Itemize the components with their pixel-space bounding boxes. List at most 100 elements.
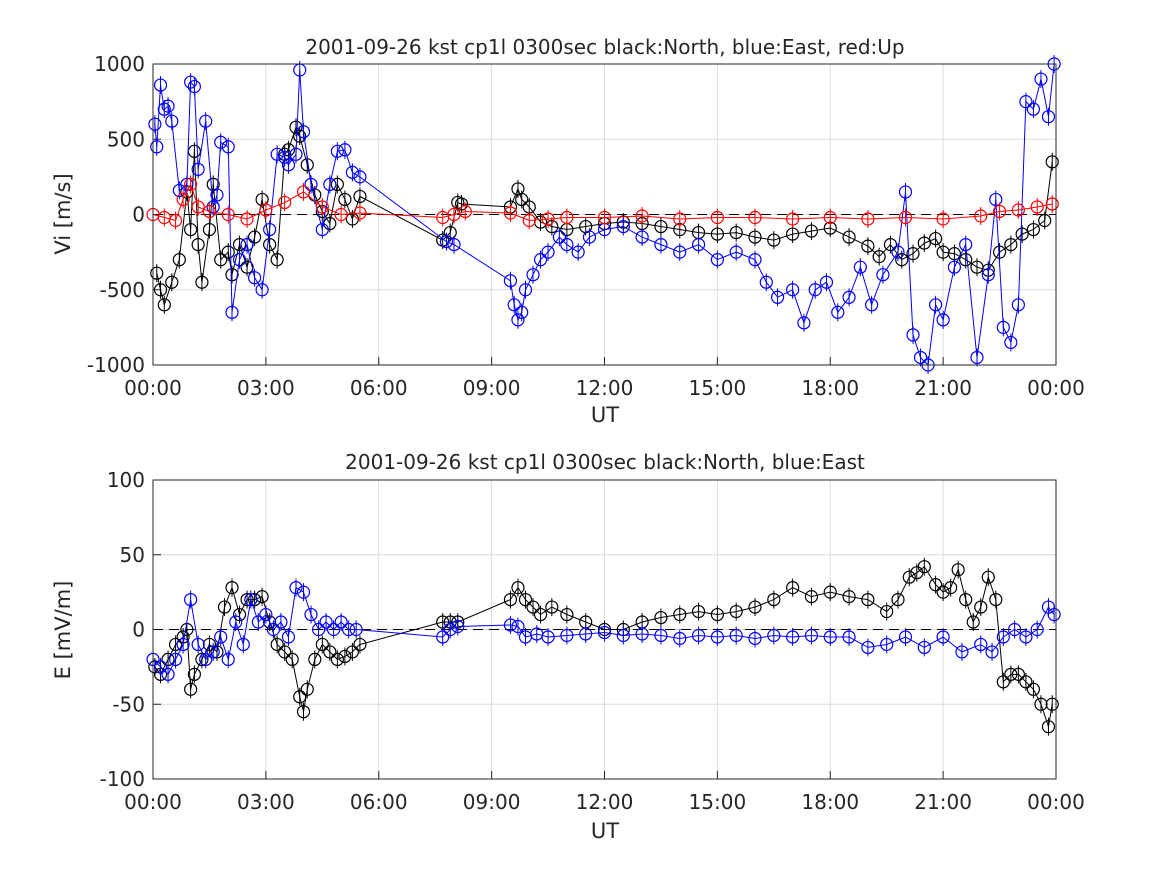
x-tick-label: 21:00 — [914, 790, 972, 814]
data-point-north — [895, 253, 909, 267]
data-point-up — [597, 210, 612, 225]
data-point-east — [906, 328, 920, 342]
data-point-up — [315, 200, 329, 214]
data-point-east — [304, 177, 318, 191]
data-point-north — [902, 570, 916, 584]
data-layer — [146, 55, 1061, 374]
data-point-east — [582, 230, 597, 244]
data-point-east — [349, 622, 363, 637]
data-point-east — [507, 298, 521, 312]
data-point-east — [353, 170, 367, 184]
data-point-east — [1019, 630, 1033, 644]
data-point-up — [786, 212, 800, 226]
data-point-north — [323, 645, 337, 659]
data-point-up — [259, 203, 273, 217]
data-point-north — [184, 682, 198, 696]
x-axis-label: UT — [591, 403, 619, 427]
data-point-east — [1041, 110, 1056, 124]
data-point-north — [842, 590, 856, 604]
data-point-up — [458, 204, 472, 219]
data-point-north — [786, 227, 800, 241]
data-point-north — [214, 253, 228, 267]
data-point-up — [278, 195, 292, 210]
data-point-east — [255, 283, 269, 297]
data-point-east — [296, 585, 311, 599]
data-point-north — [308, 652, 322, 667]
x-tick-label: 15:00 — [689, 376, 747, 400]
x-tick-label: 12:00 — [576, 376, 634, 400]
data-point-north — [293, 690, 307, 704]
data-point-north — [1038, 213, 1052, 228]
data-point-east — [865, 298, 879, 312]
data-point-north — [315, 637, 329, 652]
y-axis-label: E [mV/m] — [51, 581, 75, 680]
data-point-north — [1004, 238, 1018, 252]
data-point-north — [240, 260, 254, 274]
data-point-east — [654, 238, 668, 252]
data-point-east — [259, 607, 273, 622]
data-point-east — [981, 268, 995, 282]
data-point-north — [153, 283, 168, 297]
data-point-north — [289, 120, 303, 134]
x-tick-label: 09:00 — [463, 790, 521, 814]
y-tick-label: 1000 — [94, 52, 145, 76]
x-tick-label: 09:00 — [463, 376, 521, 400]
y-tick-label: -1000 — [87, 353, 145, 377]
data-point-east — [311, 622, 326, 637]
data-point-east — [247, 271, 262, 285]
y-tick-label: -50 — [112, 692, 145, 716]
data-point-north — [989, 592, 1003, 607]
data-point-north — [891, 592, 905, 607]
data-point-east — [533, 253, 548, 267]
data-point-east — [148, 117, 162, 131]
data-point-east — [210, 188, 224, 202]
data-point-up — [221, 207, 235, 222]
data-point-east — [804, 628, 819, 643]
data-point-north — [515, 192, 529, 207]
chart-panel-velocity: 2001-09-26 kst cp1l 0300sec black:North,… — [51, 35, 1085, 427]
data-point-east — [748, 631, 762, 646]
data-point-north — [729, 225, 743, 240]
data-point-east — [436, 630, 450, 644]
data-point-north — [748, 230, 762, 244]
data-point-north — [1015, 227, 1029, 241]
data-point-east — [1047, 607, 1061, 622]
data-point-north — [533, 607, 548, 622]
data-point-east — [165, 114, 179, 128]
data-point-east — [729, 628, 743, 643]
x-tick-label: 06:00 — [350, 376, 408, 400]
data-point-east — [797, 316, 811, 330]
data-point-up — [522, 213, 536, 228]
plot-frame — [152, 479, 1057, 780]
data-point-east — [439, 234, 454, 249]
data-point-east — [989, 192, 1003, 207]
data-point-up — [748, 210, 762, 225]
data-point-east — [710, 253, 724, 267]
data-point-north — [710, 607, 724, 622]
series-line-up — [152, 183, 1053, 222]
data-point-east — [270, 147, 284, 161]
y-tick-label: 0 — [132, 203, 145, 227]
data-point-up — [635, 209, 649, 223]
data-point-east — [541, 630, 555, 644]
data-point-east — [571, 245, 585, 259]
data-point-up — [560, 210, 574, 225]
data-point-east — [767, 628, 781, 643]
data-point-north — [1019, 675, 1033, 689]
data-point-east — [673, 631, 687, 646]
data-point-east — [823, 630, 837, 644]
data-point-north — [883, 238, 898, 252]
data-point-east — [157, 102, 171, 116]
data-point-east — [955, 645, 969, 659]
data-point-east — [236, 637, 250, 652]
data-point-up — [710, 210, 724, 225]
data-point-east — [338, 143, 352, 157]
data-point-up — [974, 209, 988, 223]
data-point-north — [1034, 697, 1048, 711]
data-point-up — [898, 210, 913, 225]
data-point-north — [966, 615, 980, 629]
x-tick-labels: 00:00 03:00 06:00 09:00 12:00 15:00 18:00 21:00… — [124, 790, 1085, 814]
data-point-north — [338, 192, 352, 207]
data-point-east — [447, 238, 461, 252]
data-point-east — [225, 305, 239, 319]
